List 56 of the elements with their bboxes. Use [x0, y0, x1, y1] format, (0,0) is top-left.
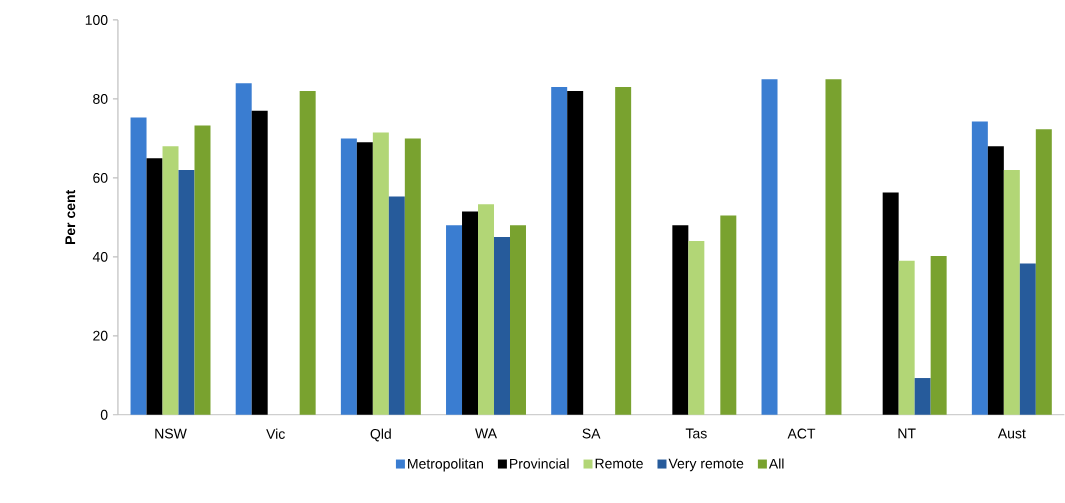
x-tick-label: Aust	[997, 428, 1026, 439]
x-tick-label: WA	[475, 428, 497, 439]
x-tick-label: NT	[898, 428, 916, 439]
bar	[146, 158, 163, 415]
bar	[356, 142, 373, 415]
y-tick-label: 20	[93, 330, 108, 341]
legend-label: Remote	[595, 458, 643, 469]
bar	[825, 79, 842, 415]
bar	[971, 121, 988, 415]
bar	[251, 110, 268, 415]
bar	[494, 237, 510, 415]
bar	[720, 215, 737, 415]
bar	[672, 225, 689, 415]
bar	[404, 138, 421, 415]
bar	[761, 79, 778, 415]
y-tick-label: 40	[92, 252, 108, 262]
bar	[567, 91, 584, 415]
bar	[551, 87, 568, 415]
y-tick-label: 0	[100, 409, 108, 420]
bar	[987, 146, 1004, 415]
bar	[615, 87, 632, 415]
x-tick-label: Qld	[370, 428, 391, 442]
y-tick-label: 100	[85, 15, 108, 26]
bar	[1003, 170, 1020, 415]
bar	[914, 378, 931, 415]
bar	[882, 192, 899, 415]
y-axis-title: Per cent	[65, 190, 76, 245]
bar	[340, 138, 357, 415]
bar	[130, 117, 147, 415]
x-tick-label: ACT	[787, 428, 816, 439]
y-tick-label: 80	[93, 94, 108, 105]
bar	[388, 196, 405, 415]
bar	[194, 125, 211, 415]
bar	[1019, 263, 1036, 415]
legend-label: Provincial	[510, 458, 569, 469]
bar	[1035, 129, 1052, 415]
y-tick-label: 60	[93, 173, 108, 183]
bar	[235, 83, 252, 415]
x-tick-label: NSW	[155, 428, 187, 439]
bar	[688, 241, 705, 415]
x-tick-label: Tas	[685, 428, 707, 439]
legend-label: Very remote	[668, 458, 744, 472]
bar	[510, 225, 526, 415]
bar	[372, 132, 389, 415]
x-tick-label: Vic	[266, 428, 285, 440]
bar	[162, 146, 179, 415]
bar	[930, 256, 947, 415]
bar	[462, 211, 479, 415]
legend-label: Metropolitan	[408, 458, 483, 472]
bar	[446, 225, 463, 415]
bar	[478, 204, 495, 415]
x-tick-label: SA	[582, 428, 601, 439]
bar	[898, 260, 915, 415]
bar	[299, 91, 316, 415]
legend-label: All	[768, 458, 784, 469]
bar	[178, 170, 195, 415]
